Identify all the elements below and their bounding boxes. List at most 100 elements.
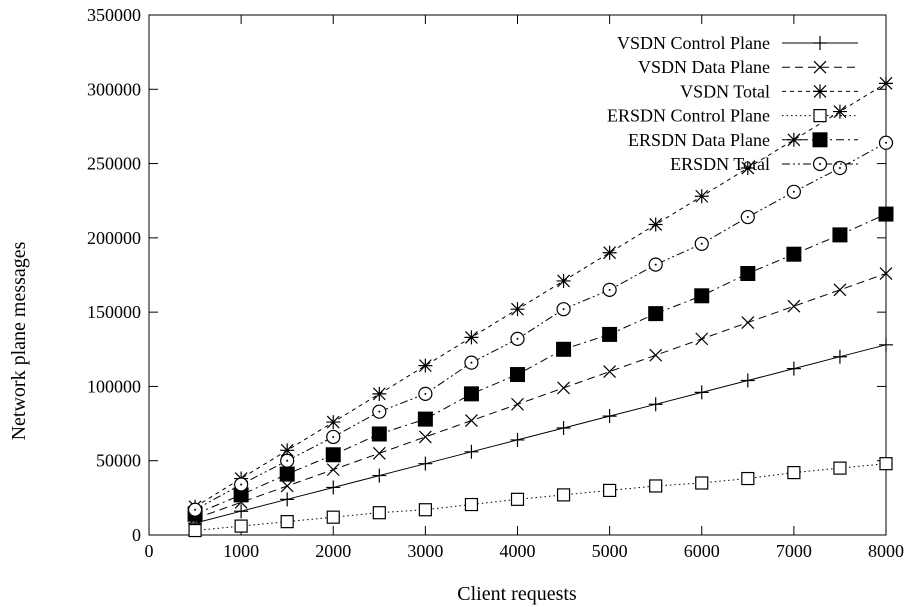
series-vsdn-control-plane: [188, 337, 893, 531]
data-point: [465, 414, 478, 428]
data-point: [326, 510, 340, 524]
data-point: [832, 349, 847, 364]
data-point-center: [792, 190, 795, 193]
data-point-center: [516, 337, 519, 340]
data-point: [695, 476, 709, 490]
data-point: [418, 456, 433, 471]
x-tick-label: 4000: [500, 541, 536, 561]
data-point: [418, 430, 432, 444]
x-axis-title: Client requests: [457, 583, 577, 605]
series-vsdn-total: [188, 76, 893, 514]
y-tick-label: 300000: [87, 79, 141, 99]
y-tick-label: 150000: [87, 302, 141, 322]
data-point: [879, 267, 893, 280]
data-point: [511, 397, 524, 411]
data-point: [464, 330, 479, 345]
data-point: [234, 519, 248, 533]
data-point: [372, 506, 386, 520]
data-point: [648, 397, 663, 412]
legend-label: VSDN Total: [680, 81, 770, 101]
data-point: [372, 386, 387, 401]
legend-item: VSDN Total: [680, 81, 858, 101]
data-point: [741, 471, 755, 486]
data-point: [878, 206, 894, 222]
series-line: [194, 82, 887, 508]
plot-frame: [148, 14, 887, 536]
data-point: [510, 367, 525, 383]
data-point-center: [608, 288, 611, 291]
data-point: [649, 348, 663, 362]
series-vsdn-data-plane: [188, 267, 893, 526]
data-point: [694, 385, 709, 400]
data-point: [234, 504, 249, 519]
data-point: [556, 421, 571, 436]
data-point: [786, 246, 802, 262]
data-point: [418, 358, 433, 373]
data-point: [787, 466, 801, 480]
data-point: [326, 480, 341, 495]
data-point: [556, 341, 572, 357]
series-group: [187, 76, 894, 538]
data-point: [417, 411, 433, 427]
legend-label: ERSDN Control Plane: [607, 106, 770, 126]
legend-label: VSDN Data Plane: [638, 57, 770, 77]
data-point: [603, 483, 617, 498]
series-line: [194, 142, 887, 511]
data-point: [280, 492, 295, 507]
data-point: [371, 426, 387, 442]
data-point: [464, 444, 479, 459]
y-tick-label: 200000: [87, 228, 141, 248]
data-point: [833, 283, 847, 297]
data-point: [879, 76, 893, 91]
data-point: [695, 332, 709, 346]
data-point-center: [885, 141, 887, 144]
x-tick-label: 8000: [868, 541, 904, 561]
legend-item: VSDN Data Plane: [638, 57, 858, 77]
data-point: [813, 84, 827, 99]
data-point: [832, 104, 847, 119]
legend-label: ERSDN Data Plane: [628, 130, 770, 150]
series-line: [194, 273, 887, 520]
series-line: [194, 213, 887, 515]
data-point: [556, 273, 571, 288]
data-point: [648, 306, 664, 322]
data-point: [372, 446, 386, 460]
data-point: [326, 463, 340, 477]
x-tick-label: 5000: [592, 541, 628, 561]
y-tick-label: 50000: [96, 451, 141, 471]
data-point: [602, 409, 617, 424]
data-point: [812, 132, 828, 148]
legend-item: VSDN Control Plane: [617, 33, 858, 53]
data-point: [602, 245, 617, 260]
legend: VSDN Control Plane VSDN Data Plane VSDN To…: [607, 33, 858, 174]
data-point: [556, 488, 571, 502]
legend-label: VSDN Control Plane: [617, 33, 770, 53]
data-point: [832, 227, 848, 243]
data-point: [188, 523, 202, 538]
data-point-center: [240, 483, 243, 486]
data-point: [464, 497, 479, 512]
data-point: [740, 161, 755, 176]
data-point-center: [286, 459, 289, 462]
data-point: [787, 299, 801, 313]
data-point: [694, 189, 709, 204]
data-point: [649, 479, 663, 493]
data-point: [372, 468, 387, 483]
data-point: [813, 108, 827, 123]
data-point-center: [819, 163, 821, 165]
data-point-center: [332, 435, 335, 438]
data-point: [879, 337, 893, 352]
axes: 0 1000 2000 3000 4000 5000 6000 7000 8000 0 50000 1…: [87, 5, 904, 561]
data-point: [510, 432, 525, 447]
data-point-center: [746, 216, 749, 219]
data-point: [510, 492, 525, 506]
data-point: [694, 288, 710, 304]
x-tick-label: 2000: [315, 541, 351, 561]
data-point: [279, 466, 295, 482]
data-point-center: [654, 263, 657, 266]
data-point: [786, 361, 801, 376]
series-ersdn-data-plane: [187, 206, 894, 522]
data-point: [463, 386, 479, 402]
data-point: [879, 457, 893, 471]
